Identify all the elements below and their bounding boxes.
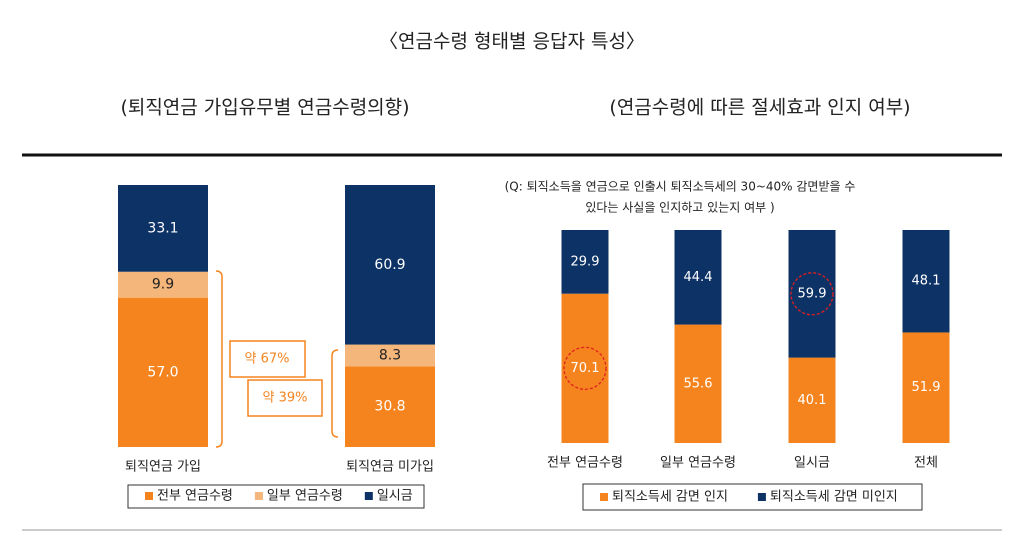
highlight-circle (563, 346, 607, 390)
annotation-box (247, 379, 323, 417)
bar-segment (674, 324, 722, 443)
bar-segment (118, 271, 208, 298)
value-label: 59.9 (798, 286, 827, 301)
legend-label: 퇴직소득세 감면 미인지 (770, 490, 898, 505)
x-tick-label: 전체 (914, 456, 938, 471)
chart-title: (퇴직연금 가입유무별 연금수령의향) (120, 97, 409, 119)
legend-swatch (254, 492, 263, 500)
legend-label: 퇴직소득세 감면 인지 (612, 490, 728, 505)
legend-label: 일부 연금수령 (267, 489, 343, 504)
bar-segment (345, 185, 435, 345)
legend-box (582, 483, 923, 511)
value-label: 60.9 (374, 257, 405, 273)
bracket (331, 349, 339, 438)
annotation: 약 67% (245, 352, 290, 367)
legend-swatch (600, 493, 608, 501)
value-label: 30.8 (374, 399, 405, 415)
x-tick-label: 퇴직연금 가입 (125, 460, 201, 475)
bar-segment (561, 293, 609, 443)
bar-segment (902, 332, 950, 443)
bar-segment (118, 297, 208, 447)
bar-segment (788, 230, 836, 358)
value-label: 29.9 (571, 254, 600, 269)
legend-box (127, 484, 425, 509)
bar-segment (674, 230, 722, 325)
legend-swatch (364, 492, 373, 500)
chart-subtitle: (Q: 퇴직소득을 연금으로 인출시 퇴직소득세의 30~40% 감면받을 수 (505, 180, 856, 194)
legend-swatch (757, 493, 766, 501)
bar-segment (345, 344, 435, 367)
chart-subtitle: 있다는 사실을 인지하고 있는지 여부 ) (585, 201, 774, 215)
legend-label: 일시금 (377, 489, 413, 504)
bracket (215, 270, 223, 448)
chart-title: (연금수령에 따른 절세효과 인지 여부) (609, 97, 910, 119)
annotation: 약 39% (263, 391, 308, 406)
x-tick-label: 일부 연금수령 (660, 456, 736, 471)
value-label: 70.1 (571, 361, 600, 376)
legend-swatch (145, 492, 153, 500)
value-label: 9.9 (152, 277, 174, 293)
value-label: 57.0 (147, 364, 178, 380)
x-tick-label: 퇴직연금 미가입 (346, 460, 434, 475)
x-tick-label: 일시금 (794, 456, 830, 471)
value-label: 51.9 (912, 380, 941, 395)
value-label: 8.3 (379, 347, 401, 363)
bar-segment (561, 230, 609, 294)
value-label: 33.1 (147, 220, 178, 236)
legend-label: 전부 연금수령 (157, 489, 233, 504)
bar-segment (788, 357, 836, 443)
bar-segment (345, 366, 435, 447)
highlight-circle (790, 272, 834, 316)
value-label: 40.1 (798, 393, 827, 408)
bar-segment (118, 185, 208, 272)
value-label: 55.6 (684, 376, 713, 391)
annotation-box (229, 340, 306, 378)
value-label: 44.4 (684, 270, 713, 285)
bar-segment (902, 230, 950, 333)
value-label: 48.1 (912, 274, 941, 289)
page-title: 〈연금수령 형태별 응답자 특성〉 (379, 31, 645, 53)
x-tick-label: 전부 연금수령 (547, 456, 623, 471)
